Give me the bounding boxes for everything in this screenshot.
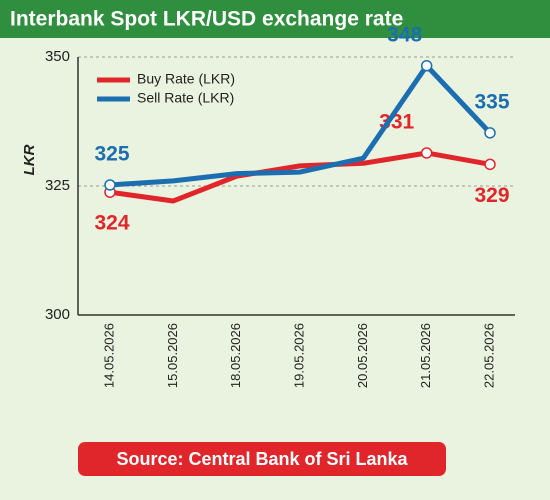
- point: [484, 127, 496, 139]
- data-label: 324: [94, 212, 129, 235]
- data-label: 335: [474, 90, 509, 113]
- x-tick-label: 20.05.2026: [355, 323, 370, 388]
- data-label: 331: [379, 111, 414, 134]
- data-label: 348: [387, 23, 422, 46]
- y-tick-label: 300: [45, 306, 70, 323]
- x-tick-label: 15.05.2026: [165, 323, 180, 388]
- x-tick-label: 22.05.2026: [481, 323, 496, 388]
- legend-label: Buy Rate (LKR): [137, 71, 235, 87]
- chart-title: Interbank Spot LKR/USD exchange rate: [10, 8, 403, 31]
- point: [104, 179, 116, 191]
- title-bar: [0, 0, 550, 38]
- y-tick-label: 325: [45, 177, 70, 194]
- point: [420, 147, 433, 159]
- x-tick-label: 21.05.2026: [418, 323, 433, 388]
- source-box: [78, 442, 446, 476]
- x-tick-label: 19.05.2026: [291, 323, 306, 388]
- point: [420, 60, 433, 72]
- x-tick-label: 18.05.2026: [228, 323, 243, 388]
- data-label: 329: [474, 184, 509, 207]
- y-tick-label: 350: [45, 48, 70, 65]
- x-tick-label: 14.05.2026: [101, 323, 116, 388]
- source: Source: Central Bank of Sri Lanka: [116, 449, 408, 469]
- point: [484, 158, 496, 171]
- y-axis-label: LKR: [21, 144, 38, 175]
- data-label: 325: [94, 143, 129, 166]
- legend-label: Sell Rate (LKR): [137, 90, 234, 106]
